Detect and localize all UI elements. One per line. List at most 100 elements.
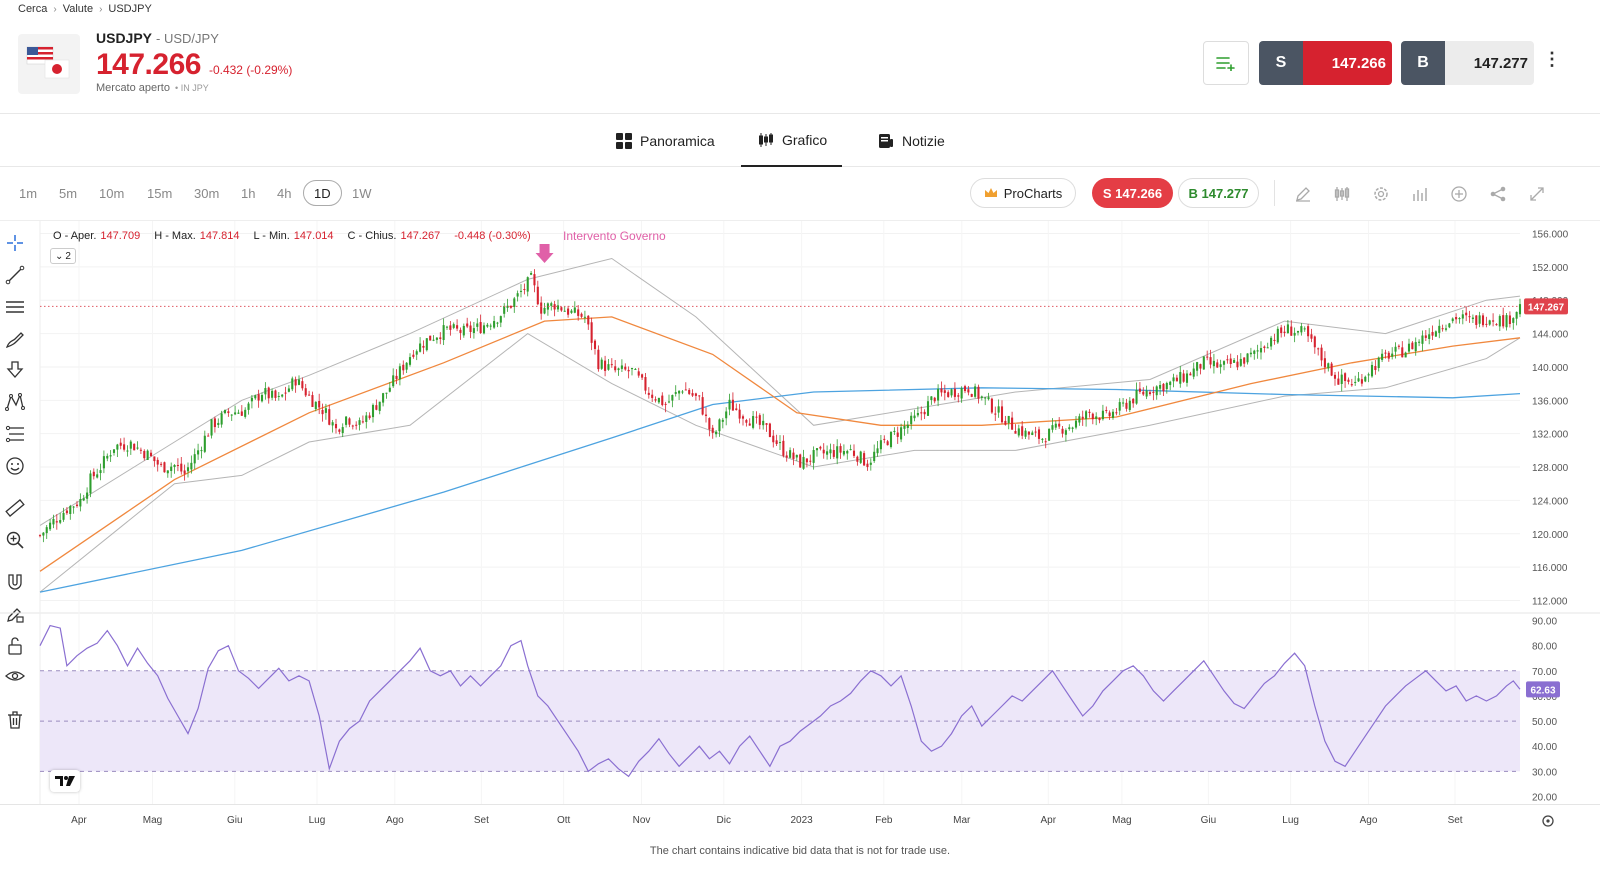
timeframe-5m[interactable]: 5m — [59, 185, 78, 201]
ruler-icon[interactable] — [3, 496, 27, 520]
add-to-watchlist-button[interactable] — [1203, 41, 1249, 85]
chart-area[interactable]: 156.000152.000148.000144.000140.000136.0… — [0, 220, 1600, 840]
candle-body — [802, 456, 805, 469]
horizontal-lines-icon[interactable] — [3, 295, 27, 319]
ohlc-high-label: H - Max. — [154, 230, 196, 242]
candle-body — [82, 498, 85, 501]
breadcrumb-cerca[interactable]: Cerca — [18, 3, 48, 15]
candle-body — [1011, 417, 1014, 430]
emoji-icon[interactable] — [3, 454, 27, 478]
trend-line-icon[interactable] — [3, 263, 27, 287]
tab-grafico[interactable]: Grafico — [741, 114, 842, 167]
candle-body — [1048, 428, 1051, 441]
price-chart[interactable]: 156.000152.000148.000144.000140.000136.0… — [0, 221, 1600, 841]
candle-body — [536, 286, 539, 305]
fib-icon[interactable] — [3, 422, 27, 446]
time-axis-tick: 2023 — [791, 815, 814, 826]
candle-body — [970, 393, 973, 397]
candle-body — [1115, 412, 1118, 414]
pencil-icon[interactable] — [1292, 183, 1314, 205]
ohlc-high: 147.814 — [199, 230, 240, 242]
candle-body — [395, 375, 398, 379]
candle-body — [926, 401, 930, 416]
candle-body — [355, 424, 358, 426]
add-icon[interactable] — [1448, 183, 1470, 205]
instrument-change: -0.432 (-0.29%) — [208, 63, 293, 77]
settings-icon[interactable] — [1370, 183, 1392, 205]
candle-body — [943, 390, 946, 393]
tab-notizie[interactable]: Notizie — [878, 114, 945, 167]
candle-body — [1333, 374, 1337, 379]
candle-body — [176, 465, 179, 467]
indicators-icon[interactable] — [1331, 183, 1353, 205]
candle-body — [752, 416, 755, 428]
sell-button[interactable]: S 147.266 — [1259, 41, 1392, 85]
timeframe-30m[interactable]: 30m — [194, 185, 220, 201]
bar-chart-icon[interactable] — [1409, 183, 1431, 205]
chart-sell-pill[interactable]: S 147.266 — [1092, 178, 1173, 208]
candle-body — [1014, 430, 1017, 434]
legend-toggle-button[interactable]: ⌄ 2 — [50, 248, 76, 264]
unlock-icon[interactable] — [3, 634, 27, 658]
share-icon[interactable] — [1487, 183, 1509, 205]
candle-body — [1502, 315, 1505, 327]
candle-body — [849, 449, 852, 451]
candle-body — [271, 390, 274, 398]
candle-body — [109, 455, 112, 457]
tab-bar: Panoramica Grafico Notizie — [0, 113, 1600, 167]
breadcrumb-valute[interactable]: Valute — [62, 3, 94, 15]
candle-body — [1081, 416, 1084, 419]
time-axis-tick: Ago — [386, 815, 404, 826]
trash-icon[interactable] — [3, 708, 27, 732]
crosshair-icon[interactable] — [3, 231, 27, 255]
arrow-down-icon[interactable] — [3, 358, 27, 382]
eye-icon[interactable] — [3, 664, 27, 688]
candle-body — [126, 450, 129, 452]
candle-body — [119, 442, 122, 446]
candle-body — [1148, 392, 1152, 395]
buy-button[interactable]: B 147.277 — [1401, 41, 1534, 85]
candle-body — [530, 273, 533, 275]
candle-body — [264, 388, 267, 395]
candle-body — [701, 397, 704, 415]
candle-body — [341, 427, 344, 434]
timeframe-1w[interactable]: 1W — [352, 185, 372, 201]
candle-body — [42, 532, 45, 536]
expand-icon[interactable] — [1526, 183, 1548, 205]
tab-panoramica[interactable]: Panoramica — [616, 114, 715, 167]
last-price-badge — [1524, 298, 1568, 315]
tradingview-logo[interactable] — [50, 770, 80, 792]
ohlc-close: 147.267 — [400, 230, 441, 242]
timeframe-1d[interactable]: 1D — [303, 180, 342, 206]
timeframe-4h[interactable]: 4h — [277, 185, 292, 201]
candle-body — [153, 456, 156, 462]
candle-body — [590, 322, 593, 343]
pattern-icon[interactable] — [3, 390, 27, 414]
candle-body — [1085, 411, 1088, 420]
timeframe-10m[interactable]: 10m — [99, 185, 125, 201]
timeframe-1m[interactable]: 1m — [19, 185, 38, 201]
candle-body — [45, 527, 48, 534]
timeframe-15m[interactable]: 15m — [147, 185, 173, 201]
zoom-in-icon[interactable] — [3, 528, 27, 552]
lock-drawing-icon[interactable] — [3, 602, 27, 626]
candle-body — [1488, 320, 1491, 325]
candle-body — [398, 366, 401, 380]
candle-body — [429, 335, 432, 341]
procharts-button[interactable]: ProCharts — [970, 178, 1076, 208]
candle-body — [365, 415, 368, 422]
candle-body — [466, 323, 469, 327]
brush-icon[interactable] — [3, 327, 27, 351]
candle-body — [1381, 353, 1384, 360]
more-options-icon[interactable]: ⋮ — [1543, 49, 1561, 69]
magnet-icon[interactable] — [3, 570, 27, 594]
candle-body — [277, 395, 280, 397]
candle-body — [361, 421, 364, 423]
chart-buy-pill[interactable]: B 147.277 — [1178, 178, 1259, 208]
candle-body — [388, 387, 391, 392]
timeframe-1h[interactable]: 1h — [241, 185, 256, 201]
candle-body — [789, 450, 792, 458]
candle-body — [1007, 415, 1010, 423]
candle-body — [937, 388, 940, 401]
candle-body — [496, 322, 499, 324]
